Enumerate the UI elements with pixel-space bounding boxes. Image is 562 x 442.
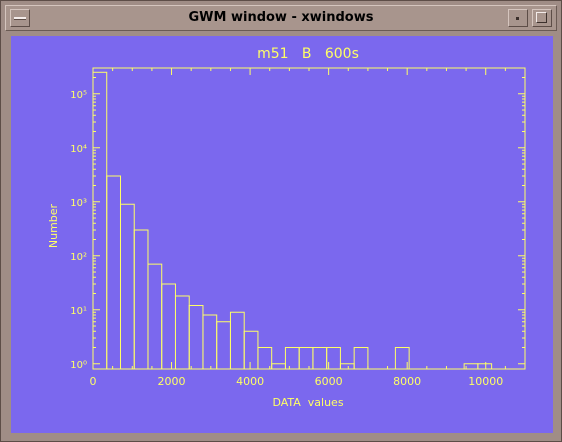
x-axis-label: DATA values	[272, 396, 343, 409]
histogram-bar	[147, 263, 163, 370]
maximize-icon[interactable]	[532, 9, 552, 27]
minimize-glyph	[516, 17, 519, 20]
plot-frame	[92, 67, 526, 370]
histogram-plot: m51 B 600s DATA values Number 0 2000 4000 6…	[47, 46, 526, 409]
histogram-bar	[119, 203, 135, 370]
histogram-bar	[229, 311, 245, 370]
histogram-bar	[243, 330, 259, 370]
histogram-bar	[284, 347, 300, 370]
y-tick-label: 10⁰	[70, 360, 87, 371]
histogram-bar	[188, 304, 204, 370]
histogram-bar	[174, 295, 190, 370]
histogram-bar	[216, 321, 231, 370]
histogram-bar	[257, 347, 273, 370]
histogram-bar	[106, 175, 121, 370]
histogram-bar	[477, 363, 493, 370]
y-tick-label: 10³	[70, 198, 87, 209]
maximize-glyph	[536, 12, 547, 23]
y-tick-label: 10⁵	[70, 90, 87, 101]
title-bar[interactable]: GWM window - xwindows	[5, 5, 557, 31]
histogram-bar	[298, 347, 314, 370]
plot-axes: 0 2000 4000 6000 8000 10000 10⁰ 10¹ 10² 10³ 10⁴ 10⁵	[70, 67, 526, 388]
x-tick-label: 0	[90, 375, 97, 388]
histogram-bar	[353, 347, 369, 370]
window-title: GWM window - xwindows	[188, 10, 374, 25]
histogram-bar	[339, 363, 355, 370]
y-tick-label: 10¹	[70, 306, 87, 317]
plot-canvas: m51 B 600s DATA values Number 0 2000 4000 6…	[11, 36, 553, 433]
histogram-bar	[312, 347, 328, 370]
y-axis-label: Number	[47, 203, 60, 248]
menu-bar-glyph	[14, 17, 26, 20]
y-tick-label: 10⁴	[70, 144, 87, 155]
x-tick-label: 10000	[468, 375, 503, 388]
y-tick-label: 10²	[70, 252, 87, 263]
x-tick-label: 4000	[236, 375, 264, 388]
x-tick-label: 2000	[158, 375, 186, 388]
x-tick-label: 8000	[393, 375, 421, 388]
minimize-icon[interactable]	[508, 9, 528, 27]
histogram-bar	[161, 283, 176, 370]
window-menu-icon[interactable]	[10, 9, 30, 27]
histogram-bar	[92, 71, 108, 370]
histogram-bar	[202, 314, 218, 370]
histogram-bar	[326, 347, 341, 370]
histogram-bar	[271, 363, 286, 370]
chart-title: m51 B 600s	[257, 46, 359, 62]
histogram-bars	[92, 71, 493, 370]
histogram-bar	[133, 229, 149, 370]
histogram-bar	[394, 347, 410, 370]
x-tick-label: 6000	[315, 375, 343, 388]
